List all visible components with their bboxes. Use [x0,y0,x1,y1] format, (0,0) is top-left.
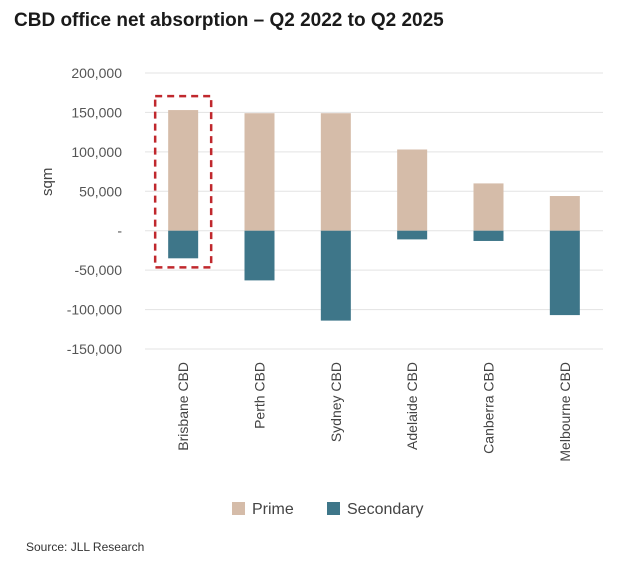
y-tick-label: -100,000 [67,302,122,318]
bar-secondary-melbourne-cbd [549,230,580,316]
bar-secondary-adelaide-cbd [397,230,428,240]
x-tick-label: Sydney CBD [328,362,344,442]
bar-secondary-perth-cbd [244,230,275,281]
y-tick-label: - [117,223,122,239]
bar-secondary-sydney-cbd [320,230,351,321]
y-tick-label: -150,000 [67,341,122,357]
x-tick-label: Melbourne CBD [557,362,573,462]
source-note: Source: JLL Research [26,540,145,554]
bar-prime-canberra-cbd [473,183,504,231]
y-tick-label: 200,000 [71,65,122,81]
y-tick-labels: 200,000 150,000 100,000 50,000 - -50,000 -100,… [67,65,123,357]
y-tick-label: 100,000 [71,144,122,160]
legend: Prime Secondary [232,501,424,518]
legend-swatch-prime [232,502,245,515]
bar-prime-melbourne-cbd [549,196,580,231]
x-tick-label: Brisbane CBD [175,362,191,451]
x-tick-label: Canberra CBD [481,362,497,454]
bar-prime-perth-cbd [244,113,275,231]
grid-lines [145,72,603,350]
highlight-dashed-box [153,94,213,269]
bar-secondary-brisbane-cbd [168,230,199,259]
bars [168,110,580,321]
bar-prime-adelaide-cbd [397,149,428,231]
y-tick-label: 50,000 [79,183,122,199]
highlight-box [153,94,213,269]
legend-label-secondary: Secondary [347,501,424,518]
x-tick-labels: Brisbane CBD Perth CBD Sydney CBD Adelaide … [175,362,573,462]
y-axis-label: sqm [39,168,56,196]
bar-prime-sydney-cbd [320,113,351,231]
y-tick-label: -50,000 [75,262,123,278]
legend-label-prime: Prime [252,501,294,518]
y-tick-label: 150,000 [71,104,122,120]
x-tick-label: Adelaide CBD [404,362,420,450]
bar-prime-brisbane-cbd [168,110,199,231]
x-tick-label: Perth CBD [252,362,268,429]
bar-secondary-canberra-cbd [473,230,504,241]
legend-swatch-secondary [327,502,340,515]
chart-title: CBD office net absorption – Q2 2022 to Q… [14,10,444,31]
